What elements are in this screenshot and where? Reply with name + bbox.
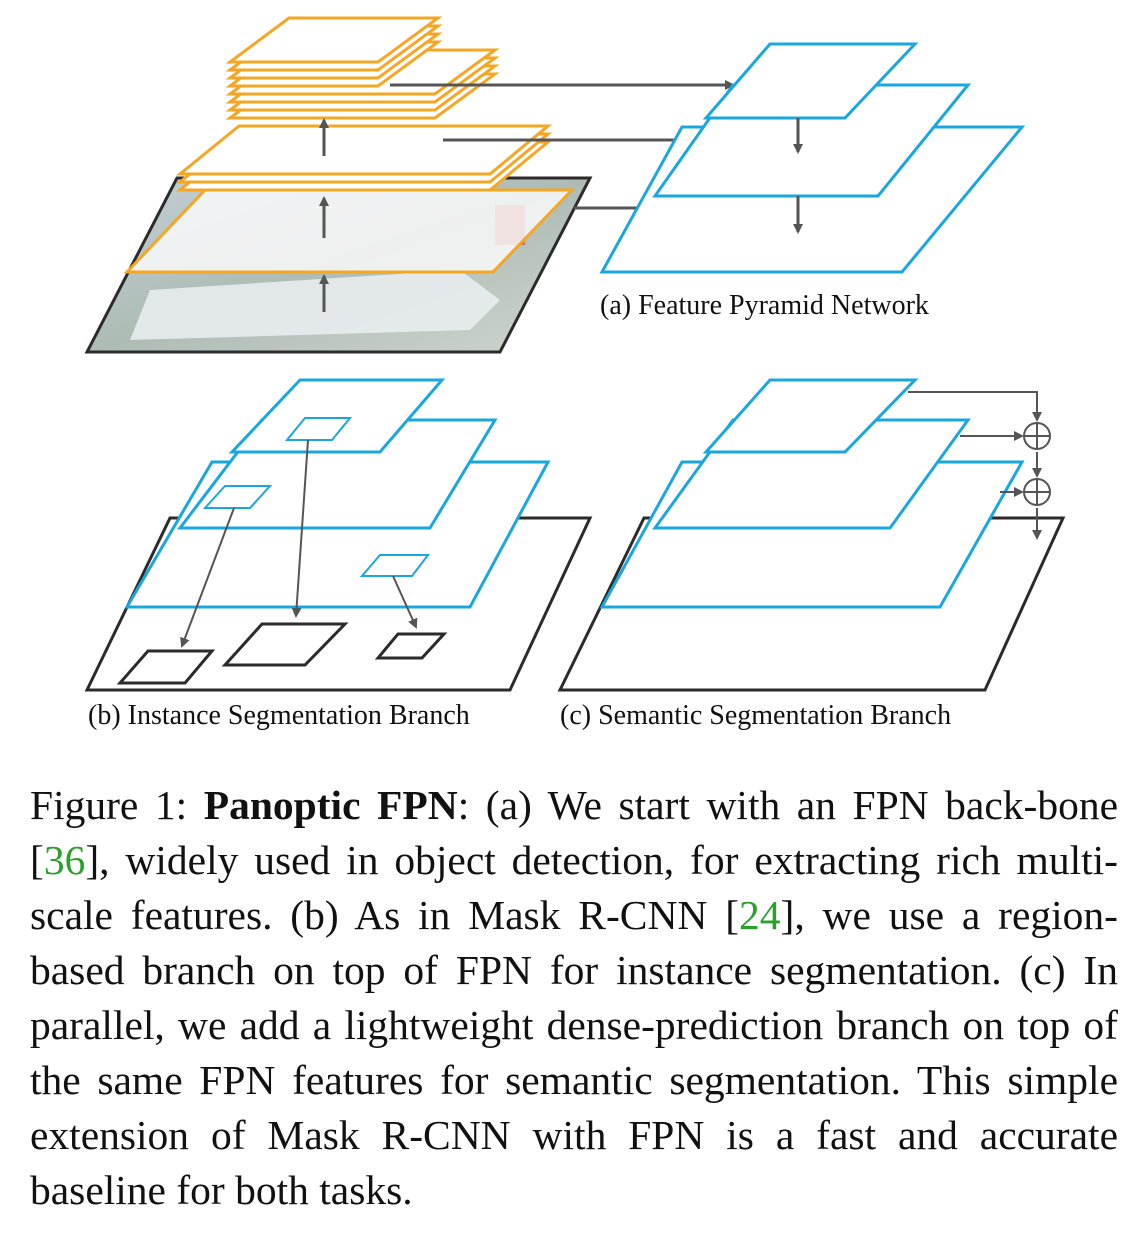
roi-arrow-3 [392,575,418,629]
roi-arrow-2 [180,507,235,648]
caption-citation-24[interactable]: 24 [739,892,781,938]
mask-box-1 [116,649,216,685]
label-instance-segmentation-branch: (b) Instance Segmentation Branch [88,700,470,731]
instance-branch-panel: (b) Instance Segmentation Branch [84,378,593,731]
fpn-panel: (a) Feature Pyramid Network [84,16,1026,354]
caption-text-2: ], widely used in object detection, for … [30,837,1118,938]
sum-icon-1 [1023,422,1051,450]
label-feature-pyramid-network: (a) Feature Pyramid Network [600,290,929,321]
roi-arrow-1 [291,439,309,618]
roi-box-2 [202,485,273,509]
instance-fpn-small [228,378,446,454]
figure-caption: Figure 1: Panoptic FPN: (a) We start wit… [30,778,1118,1218]
mask-box-2 [221,622,349,667]
semantic-fpn-small [702,378,919,454]
panoptic-fpn-diagram: (a) Feature Pyramid Network (b) Instance… [84,16,1066,731]
caption-text-1: : (a) We start with an FPN back-bone [ [30,782,1118,883]
fpn-output-small [702,42,919,120]
caption-figure-label: Figure 1: [30,782,204,828]
bottom-up-layer-smallest [225,16,443,88]
roi-box-1 [284,417,353,441]
bottom-up-layer-large [123,188,576,274]
mask-box-3 [374,632,448,660]
caption-citation-36[interactable]: 36 [43,837,86,883]
bottom-up-layer-medium [175,124,553,192]
merge-line-top [908,391,1042,422]
roi-box-3 [359,554,431,577]
sum-icon-2 [1023,478,1051,506]
label-semantic-segmentation-branch: (c) Semantic Segmentation Branch [560,700,951,731]
semantic-branch-panel: (c) Semantic Segmentation Branch [557,378,1066,731]
caption-text-3: ], we use a region-based branch on top o… [30,892,1118,1213]
caption-bold-title: Panoptic FPN [203,782,458,828]
